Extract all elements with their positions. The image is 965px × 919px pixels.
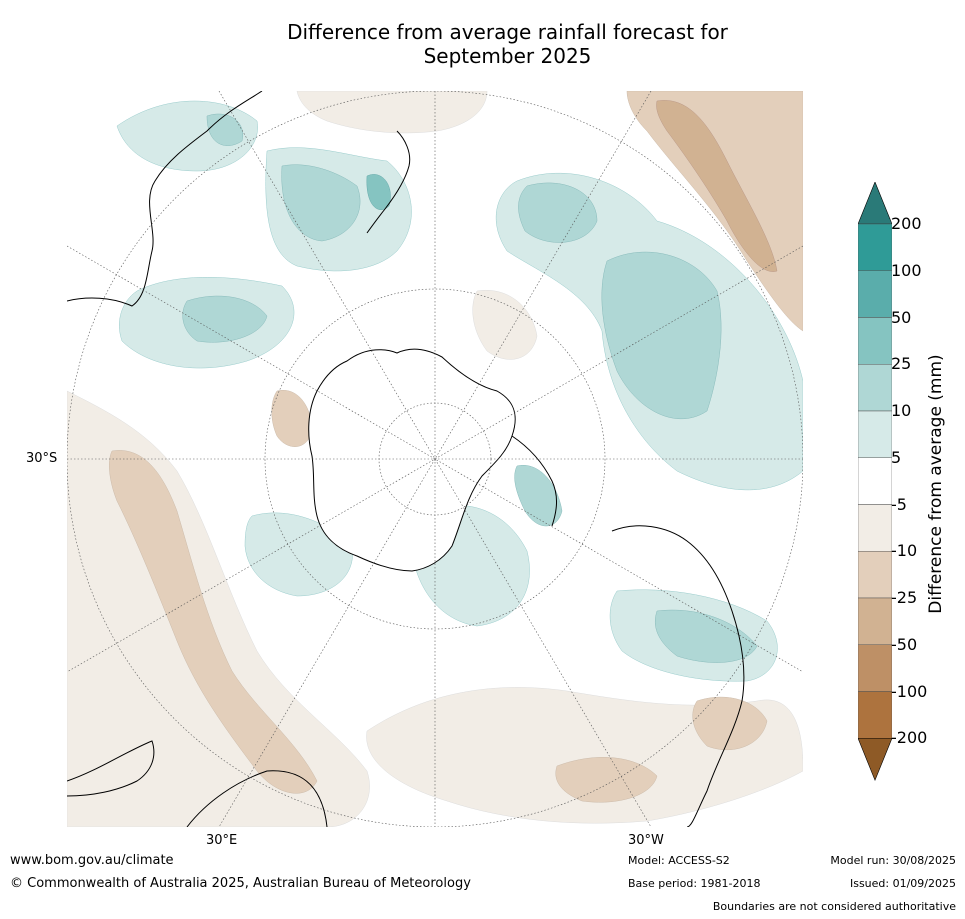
- copyright-text: © Commonwealth of Australia 2025, Austra…: [10, 876, 471, 891]
- colorbar-bin: [857, 270, 893, 318]
- wet-region-central-pacific: [518, 182, 598, 243]
- colorbar-tick-label: -10: [891, 541, 918, 561]
- colorbar-bin: [857, 317, 893, 365]
- colorbar-bin: [857, 597, 893, 645]
- colorbar-bin: [857, 457, 893, 505]
- model-run-text: Model run: 30/08/2025: [830, 854, 956, 867]
- issued-text: Issued: 01/09/2025: [849, 877, 956, 890]
- colorbar-bin: [857, 223, 893, 271]
- longitude-label-30w: 30°W: [628, 833, 664, 848]
- website-text: www.bom.gov.au/climate: [10, 853, 174, 868]
- meridian-30e: [218, 91, 652, 827]
- title-line-2: September 2025: [423, 44, 592, 68]
- colorbar-tick-label: -200: [891, 728, 928, 748]
- south-america-outline: [611, 525, 745, 827]
- wet-anomaly-regions: [67, 100, 803, 758]
- wet-region-north-australia-core: [206, 113, 244, 146]
- colorbar: [857, 181, 965, 782]
- colorbar-tick-label: -25: [891, 588, 918, 607]
- dry-anomaly-regions: [67, 91, 803, 827]
- disclaimer-text: Boundaries are not considered authoritat…: [712, 900, 956, 913]
- antarctica-outline: [308, 348, 516, 572]
- title-line-1: Difference from average rainfall forecas…: [287, 20, 728, 44]
- colorbar-tick-label: 5: [891, 447, 902, 467]
- colorbar-tick-label: -100: [891, 681, 928, 701]
- latitude-label-30s: 30°S: [26, 451, 58, 466]
- colorbar-title: Difference from average (mm): [926, 354, 946, 614]
- colorbar-extend-bottom: [857, 737, 893, 782]
- wet-region-south-indian-core: [182, 295, 268, 343]
- dry-region-east-pacific-core: [656, 100, 778, 272]
- antarctic-peninsula: [511, 435, 557, 527]
- longitude-label-30e: 30°E: [206, 833, 238, 848]
- chart-title: Difference from average rainfall forecas…: [0, 20, 965, 68]
- dry-region-north-pacific: [296, 91, 488, 134]
- wet-region-south-pacific-core: [601, 251, 722, 420]
- colorbar-bin: [857, 364, 893, 412]
- wet-region-nz-south: [366, 174, 391, 210]
- colorbar-tick-label: 10: [891, 401, 912, 420]
- colorbar-tick-label: 25: [891, 354, 912, 374]
- colorbar-extend-top: [857, 181, 893, 225]
- dry-region-ross: [271, 389, 313, 447]
- colorbar-tick-label: 200: [891, 214, 922, 233]
- latitude-circle-mid: [264, 288, 606, 630]
- dry-region-south-america-east: [692, 696, 768, 750]
- new-zealand-outline: [366, 130, 411, 234]
- colorbar-tick-label: 50: [891, 307, 912, 327]
- model-text: Model: ACCESS-S2: [628, 854, 730, 867]
- australia-outline: [67, 91, 263, 307]
- graticule: [67, 91, 803, 827]
- colorbar-bin: [857, 504, 893, 552]
- africa-outline: [67, 740, 155, 797]
- colorbar-tick-label: -50: [891, 634, 918, 654]
- wet-region-south-atlantic-core: [654, 609, 758, 663]
- wet-region-peninsula: [514, 464, 563, 527]
- meridian-30w: [218, 91, 652, 827]
- southern-africa-tip: [186, 770, 328, 827]
- map-svg: [67, 91, 803, 827]
- colorbar-bin: [857, 644, 893, 692]
- wet-region-tasman-core: [281, 164, 361, 242]
- colorbar-bin: [857, 551, 893, 599]
- base-period-text: Base period: 1981-2018: [628, 877, 761, 890]
- dry-region-amundsen: [472, 289, 538, 360]
- colorbar-bin: [857, 410, 893, 458]
- colorbar-tick-label: 100: [891, 260, 922, 280]
- dry-region-indian-ocean-core: [109, 450, 318, 794]
- dry-region-southern-ocean-core: [555, 757, 658, 803]
- southern-hemisphere-map: [67, 91, 803, 827]
- colorbar-tick-label: -5: [891, 494, 907, 514]
- dry-region-east-pacific: [626, 91, 803, 332]
- colorbar-svg: [857, 181, 893, 782]
- colorbar-bin: [857, 691, 893, 739]
